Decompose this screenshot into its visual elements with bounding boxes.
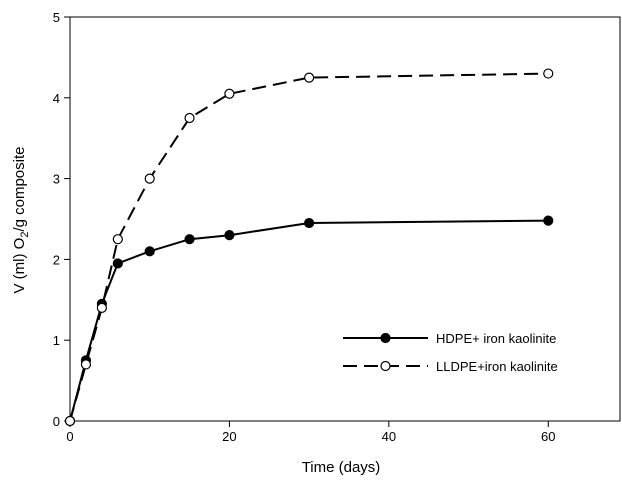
series-2-point <box>112 234 123 245</box>
plot-frame <box>69 16 621 422</box>
y-tick-label: 3 <box>53 172 60 187</box>
series-1-point <box>112 258 123 269</box>
series-2-point <box>224 88 235 99</box>
y-axis-title-prefix: V (ml) O <box>11 238 28 294</box>
legend-label-2: LLDPE+iron kaolinite <box>436 359 558 374</box>
legend-marker-1 <box>380 332 391 344</box>
y-tick-label: 2 <box>53 252 60 267</box>
y-tick-label: 5 <box>53 10 60 25</box>
series-1-point <box>304 217 315 229</box>
y-tick-label: 1 <box>53 333 60 348</box>
series-2-point <box>304 72 315 83</box>
y-axis-title-subscript: 2 <box>19 232 31 238</box>
axes: 0 20 40 60 0 1 2 3 4 5 <box>53 10 621 444</box>
series-1-point <box>184 234 195 245</box>
series-2-point <box>96 302 107 313</box>
series-line-1 <box>69 219 549 422</box>
series-1-point <box>224 230 235 241</box>
x-axis-title: Time (days) <box>302 459 381 476</box>
series-2-point <box>184 112 195 124</box>
legend-label-1: HDPE+ iron kaolinite <box>436 331 556 346</box>
y-axis-title-suffix: /g composite <box>11 147 28 232</box>
series-1-point <box>543 215 554 226</box>
series-layer <box>64 68 554 427</box>
legend-marker-2 <box>380 360 391 372</box>
series-2-point <box>80 359 92 370</box>
x-tick-label: 20 <box>222 429 236 444</box>
legend: HDPE+ iron kaolinite LLDPE+iron kaolinite <box>343 331 558 374</box>
y-axis-title: V (ml) O2/g composite <box>11 147 31 294</box>
series-2-point <box>543 68 554 79</box>
series-1-point <box>144 246 155 257</box>
x-tick-label: 40 <box>382 429 396 444</box>
y-tick-label: 4 <box>53 91 60 106</box>
series-2-point <box>144 173 155 184</box>
y-tick-label: 0 <box>53 414 60 429</box>
x-tick-label: 60 <box>541 429 555 444</box>
series-2-point <box>64 415 76 427</box>
x-tick-label: 0 <box>66 429 73 444</box>
